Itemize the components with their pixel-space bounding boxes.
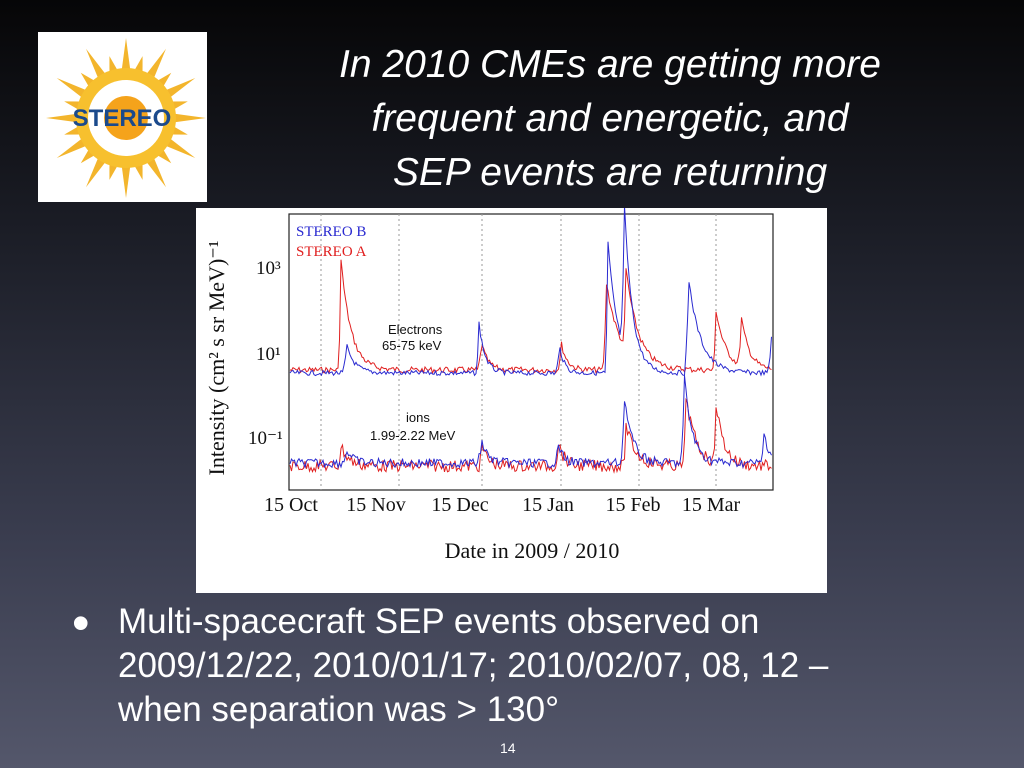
slide-title: In 2010 CMEs are getting more frequent a… [260, 38, 960, 200]
intensity-plot: STEREO B STEREO A Electrons 65-75 keV io… [204, 208, 774, 563]
sun-ray [121, 165, 131, 198]
annotation-electrons: Electrons [388, 322, 443, 337]
sun-ray [165, 78, 196, 98]
bullet-line-1: Multi-spacecraft SEP events observed on [118, 602, 760, 641]
sun-ray [64, 126, 81, 135]
ytick-label: 10⁻¹ [248, 428, 283, 449]
ions-stereo-b-trace [289, 375, 772, 470]
sun-ray [86, 157, 106, 188]
xtick-label: 15 Mar [682, 494, 741, 516]
bullet-line-2: 2009/12/22, 2010/01/17; 2010/02/07, 08, … [118, 646, 829, 685]
logo-wordmark: STEREO [73, 105, 172, 132]
electrons-stereo-b-trace [289, 208, 772, 377]
xtick-label: 15 Dec [431, 494, 488, 516]
sun-ray [56, 78, 87, 98]
title-line-2: frequent and energetic, and [371, 97, 849, 140]
xtick-label: 15 Feb [606, 494, 661, 516]
sun-ray [171, 126, 188, 135]
sun-ray [134, 56, 143, 73]
sun-ray [121, 38, 131, 71]
bullet-text: Multi-spacecraft SEP events observed on … [118, 600, 998, 732]
ytick-label: 10¹ [256, 344, 281, 365]
sun-core [104, 96, 148, 140]
annotation-ions: ions [406, 410, 430, 425]
x-tick-labels: 15 Oct 15 Nov 15 Dec 15 Jan 15 Feb 15 Ma… [264, 494, 740, 516]
legend-stereo-b: STEREO B [296, 224, 366, 240]
title-line-3: SEP events are returning [392, 151, 828, 194]
sun-ray [109, 56, 118, 73]
annotation-ion-range: 1.99-2.22 MeV [370, 428, 456, 443]
bullet-marker: • [72, 595, 90, 651]
title-line-1: In 2010 CMEs are getting more [339, 43, 881, 86]
sun-ray [146, 48, 166, 79]
xtick-label: 15 Nov [346, 494, 405, 516]
legend-stereo-a: STEREO A [296, 244, 367, 260]
sep-intensity-figure: STEREO B STEREO A Electrons 65-75 keV io… [196, 208, 827, 593]
month-gridlines [320, 214, 717, 490]
stereo-sun-logo-graphic: STEREO [46, 38, 206, 198]
sun-ray [64, 101, 81, 110]
sun-ray [109, 163, 118, 180]
sun-ray [134, 163, 143, 180]
electrons-stereo-a-trace [289, 259, 772, 375]
xtick-label: 15 Jan [522, 494, 574, 516]
page-number: 14 [500, 740, 516, 756]
stereo-logo: STEREO [38, 32, 207, 202]
sun-ray [165, 138, 196, 158]
sun-ray [171, 101, 188, 110]
sun-ray [56, 138, 87, 158]
plot-frame [288, 213, 774, 491]
ytick-label: 10³ [256, 258, 281, 279]
sun-ray [146, 157, 166, 188]
sun-ray [46, 113, 79, 123]
sun-ray [86, 48, 106, 79]
x-axis-label: Date in 2009 / 2010 [445, 538, 620, 563]
sun-ray [173, 113, 206, 123]
bullet-line-3: when separation was > 130° [118, 690, 560, 729]
y-axis-label: Intensity (cm² s sr MeV)⁻¹ [204, 241, 229, 476]
xtick-label: 15 Oct [264, 494, 318, 516]
annotation-electron-range: 65-75 keV [382, 338, 442, 353]
